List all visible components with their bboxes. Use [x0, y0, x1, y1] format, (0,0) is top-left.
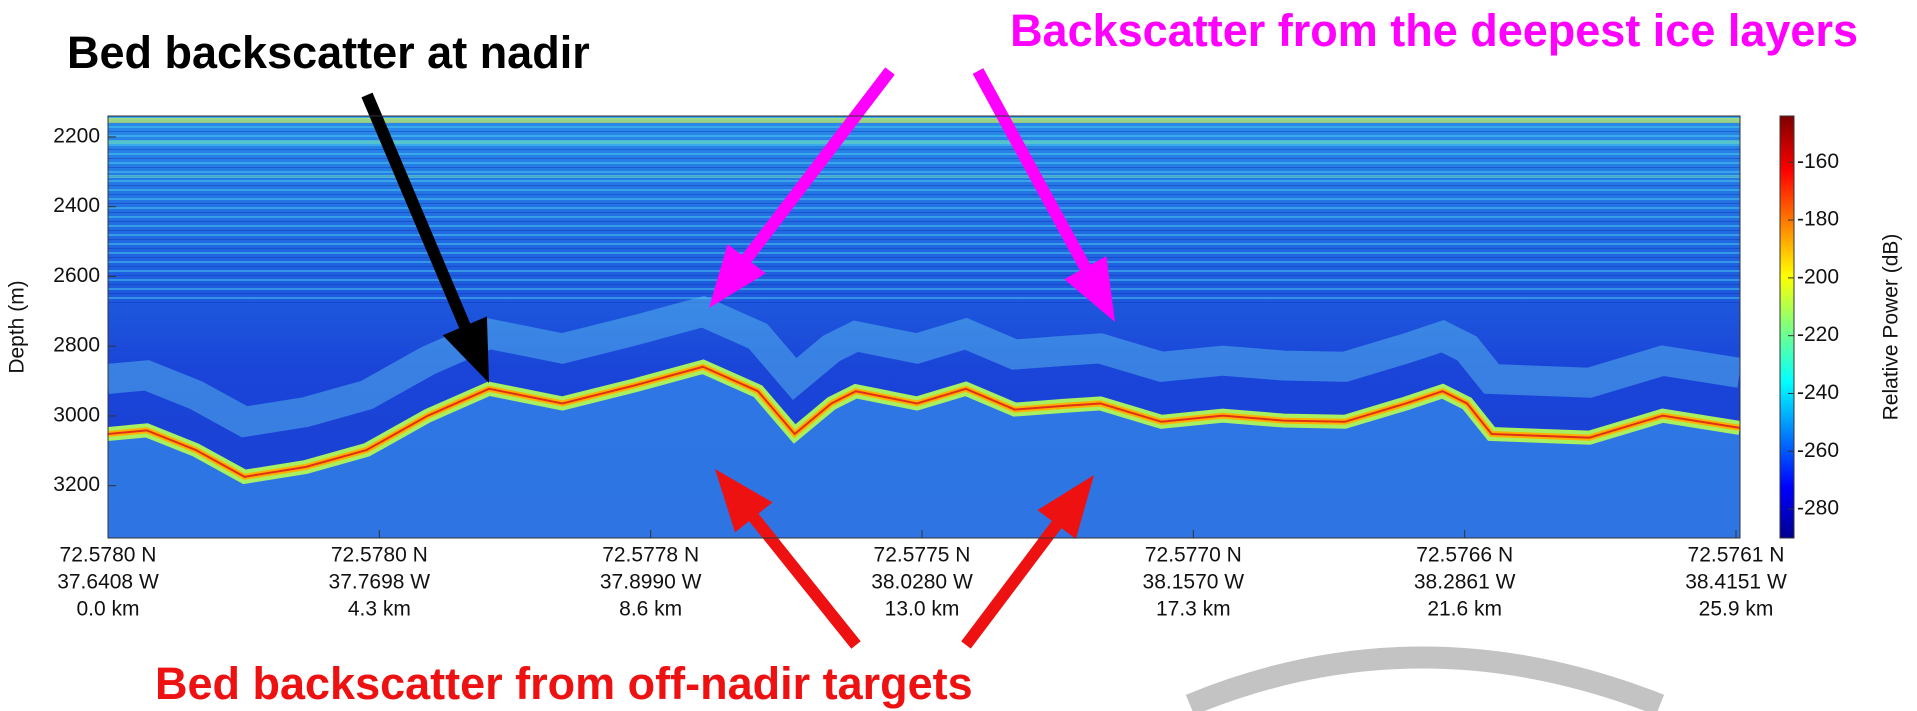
arrows — [361, 67, 1115, 649]
watermark-arc — [1185, 646, 1665, 711]
x-tick-label: 38.4151 W — [1685, 571, 1787, 594]
x-tick-label: 72.5775 N — [874, 544, 971, 567]
arrow-shaft — [361, 92, 471, 329]
y-tick-label: 2200 — [53, 124, 100, 147]
y-tick-label: 3200 — [53, 473, 100, 496]
colorbar — [1779, 115, 1795, 539]
x-tick-label: 37.8990 W — [600, 571, 702, 594]
arrow-head — [709, 244, 766, 308]
x-tick-label: 17.3 km — [1156, 598, 1231, 621]
annotation: Backscatter from the deepest ice layers — [1010, 5, 1858, 56]
y-tick-label: 2600 — [53, 264, 100, 287]
colorbar-tick-label: -160 — [1797, 150, 1839, 173]
x-tick-label: 72.5766 N — [1416, 544, 1513, 567]
plot-frame — [107, 115, 1741, 539]
colorbar-tick-label: -260 — [1797, 439, 1839, 462]
x-tick-label: 0.0 km — [76, 598, 139, 621]
y-tick-label: 2400 — [53, 194, 100, 217]
x-tick-label: 13.0 km — [885, 598, 960, 621]
x-tick-label: 37.7698 W — [329, 571, 431, 594]
colorbar-tick-label: -180 — [1797, 208, 1839, 231]
arrow-shaft — [972, 68, 1091, 271]
annotation: Bed backscatter from off-nadir targets — [155, 658, 973, 709]
colorbar-tick-label: -280 — [1797, 497, 1839, 520]
x-tick-label: 21.6 km — [1427, 598, 1502, 621]
x-tick-label: 72.5780 N — [331, 544, 428, 567]
x-tick-label: 72.5770 N — [1145, 544, 1242, 567]
arrow-shaft — [961, 520, 1062, 649]
bed-echo-core — [108, 365, 1740, 478]
x-tick-label: 4.3 km — [348, 598, 411, 621]
arrow-shaft — [741, 67, 895, 263]
deep-layer-echo — [108, 295, 1740, 438]
x-tick-label: 72.5780 N — [60, 544, 157, 567]
x-tick-label: 72.5778 N — [602, 544, 699, 567]
arrow-shaft — [749, 513, 861, 649]
colorbar-tick-label: -220 — [1797, 323, 1839, 346]
x-tick-label: 25.9 km — [1699, 598, 1774, 621]
arrow-head — [1064, 256, 1115, 322]
y-axis-label: Depth (m) — [6, 280, 29, 373]
echogram — [108, 116, 1740, 538]
y-tick-label: 2800 — [53, 334, 100, 357]
colorbar-tick-label: -200 — [1797, 265, 1839, 288]
x-tick-label: 38.2861 W — [1414, 571, 1516, 594]
x-tick-label: 38.1570 W — [1143, 571, 1245, 594]
x-tick-label: 8.6 km — [619, 598, 682, 621]
colorbar-label: Relative Power (dB) — [1880, 234, 1903, 421]
arrow-head — [1037, 475, 1094, 539]
arrow-head — [715, 469, 773, 533]
x-tick-label: 38.0280 W — [871, 571, 973, 594]
arrow-head — [442, 316, 489, 383]
annotation: Bed backscatter at nadir — [67, 27, 590, 78]
x-tick-label: 72.5761 N — [1688, 544, 1785, 567]
y-tick-label: 3000 — [53, 403, 100, 426]
colorbar-tick-label: -240 — [1797, 381, 1839, 404]
bed-glow — [108, 366, 1740, 538]
x-tick-label: 37.6408 W — [57, 571, 159, 594]
